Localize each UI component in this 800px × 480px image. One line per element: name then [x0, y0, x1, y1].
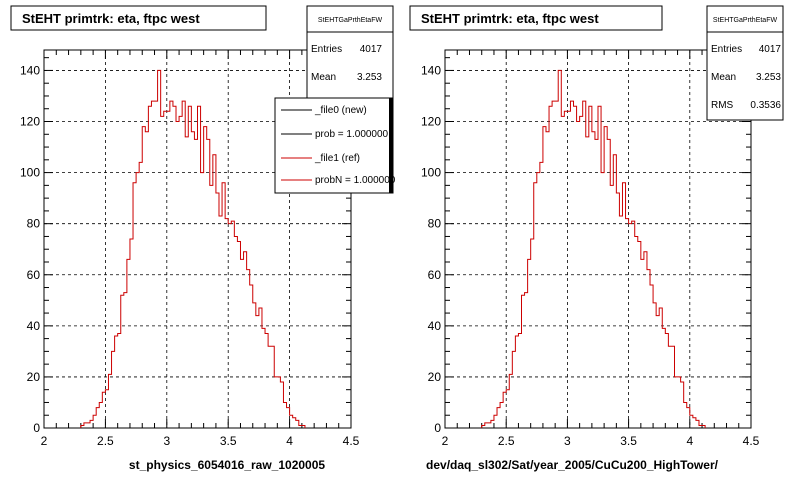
- left-x-tick-labels: 2 2.5 3 3.5 4 4.5: [41, 434, 360, 448]
- right-y-tick-label: 100: [421, 166, 441, 180]
- left-stats-mean-label: Mean: [311, 72, 336, 83]
- right-panel: StEHT primtrk: eta, ftpc west 2 2.5 3 3.…: [409, 5, 784, 472]
- legend-label-probn: probN = 1.000000: [315, 175, 396, 186]
- right-x-axis-label: dev/daq_sl302/Sat/year_2005/CuCu200_High…: [426, 458, 719, 472]
- left-legend: _file0 (new) prob = 1.000000 _file1 (ref…: [274, 97, 396, 194]
- right-stats-rms-value: 0.3536: [750, 100, 781, 111]
- right-y-tick-label: 60: [428, 268, 442, 282]
- left-y-tick-label: 120: [20, 115, 40, 129]
- left-chart-title: StEHT primtrk: eta, ftpc west: [22, 11, 200, 26]
- right-y-tick-label: 20: [428, 370, 442, 384]
- right-stats-entries-label: Entries: [711, 44, 742, 55]
- left-title-box: [10, 5, 267, 31]
- right-y-tick-label: 120: [421, 115, 441, 129]
- left-stats-box: StEHTGaPrthEtaFW Entries 4017 Mean 3.253: [306, 5, 394, 100]
- right-x-tick-labels: 2 2.5 3 3.5 4 4.5: [442, 434, 760, 448]
- left-y-tick-label: 0: [33, 421, 40, 435]
- left-stats-header: StEHTGaPrthEtaFW: [318, 17, 383, 24]
- right-y-tick-labels: 0 20 40 60 80 100 120 140: [421, 63, 441, 435]
- right-x-tick-label: 3.5: [620, 434, 637, 448]
- left-y-tick-label: 60: [27, 268, 41, 282]
- left-x-tick-label: 3.5: [220, 434, 237, 448]
- left-y-tick-label: 100: [20, 166, 40, 180]
- right-axis-ticks: [444, 50, 752, 429]
- right-x-tick-label: 2.5: [498, 434, 515, 448]
- right-stats-header: StEHTGaPrthEtaFW: [713, 17, 778, 24]
- left-panel: StEHT primtrk: eta, ftpc west 2 2.5 3 3.…: [10, 5, 396, 472]
- left-x-tick-label: 2.5: [97, 434, 114, 448]
- right-x-tick-label: 2: [442, 434, 449, 448]
- right-stats-mean-value: 3.253: [756, 72, 781, 83]
- left-x-axis-label: st_physics_6054016_raw_1020005: [129, 458, 325, 472]
- left-histogram-ref-series: [80, 69, 306, 428]
- left-y-tick-label: 140: [20, 63, 40, 77]
- right-title-box: [409, 5, 663, 31]
- left-y-tick-labels: 0 20 40 60 80 100 120 140: [20, 63, 40, 435]
- legend-label-new: _file0 (new): [314, 105, 367, 116]
- legend-label-ref: _file1 (ref): [314, 153, 360, 164]
- right-x-tick-label: 4: [686, 434, 693, 448]
- legend-label-prob: prob = 1.000000: [315, 129, 389, 140]
- right-x-tick-label: 4.5: [743, 434, 760, 448]
- right-y-tick-label: 140: [421, 63, 441, 77]
- right-histogram-series: [481, 69, 706, 428]
- left-stats-mean-value: 3.253: [357, 72, 382, 83]
- left-x-tick-label: 2: [41, 434, 48, 448]
- right-x-tick-label: 3: [564, 434, 571, 448]
- left-y-tick-label: 80: [27, 217, 41, 231]
- right-stats-entries-value: 4017: [759, 44, 782, 55]
- left-x-tick-label: 4.5: [343, 434, 360, 448]
- right-y-tick-label: 40: [428, 319, 442, 333]
- left-y-tick-label: 20: [27, 370, 41, 384]
- right-stats-mean-label: Mean: [711, 72, 736, 83]
- right-y-tick-label: 0: [434, 421, 441, 435]
- left-x-tick-label: 4: [286, 434, 293, 448]
- left-y-tick-label: 40: [27, 319, 41, 333]
- left-x-tick-label: 3: [163, 434, 170, 448]
- left-stats-entries-label: Entries: [311, 44, 342, 55]
- right-chart-title: StEHT primtrk: eta, ftpc west: [421, 11, 599, 26]
- right-stats-rms-label: RMS: [711, 100, 734, 111]
- right-stats-box: StEHTGaPrthEtaFW Entries 4017 Mean 3.253…: [706, 5, 784, 121]
- left-stats-entries-value: 4017: [360, 44, 383, 55]
- right-y-tick-label: 80: [428, 217, 442, 231]
